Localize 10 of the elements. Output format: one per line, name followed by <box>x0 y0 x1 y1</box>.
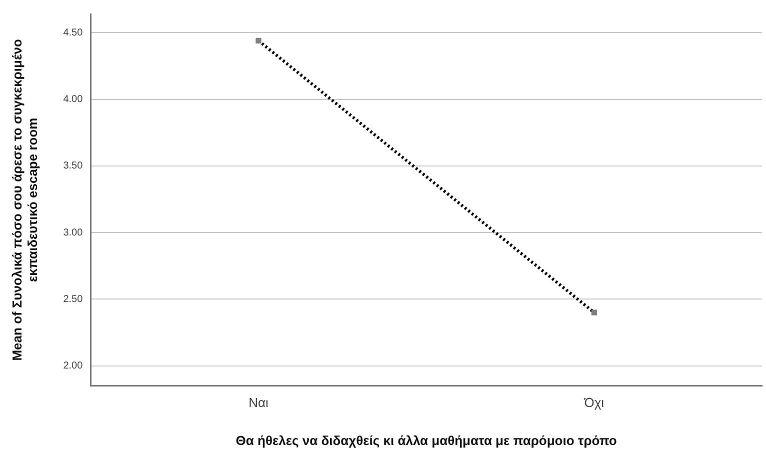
y-axis-title: Mean of Συνολικά πόσο σου άρεσε το συγκεκριμένο εκπαιδευτικό escape room <box>9 38 40 361</box>
y-tick-label: 2.00 <box>63 360 84 372</box>
x-axis-title: Θα ήθελες να διδαχθείς κι άλλα μαθήματα με παρόμοιο τρόπο <box>236 432 617 448</box>
y-tick-label: 4.00 <box>63 94 84 106</box>
y-tick-label: 4.50 <box>63 27 84 38</box>
x-tick-label: Ναι <box>248 395 269 410</box>
y-tick-label: 3.50 <box>63 160 84 172</box>
x-tick-label: Όχι <box>583 395 604 410</box>
y-tick-label: 2.50 <box>63 294 84 305</box>
y-tick-label: 3.00 <box>63 227 84 238</box>
